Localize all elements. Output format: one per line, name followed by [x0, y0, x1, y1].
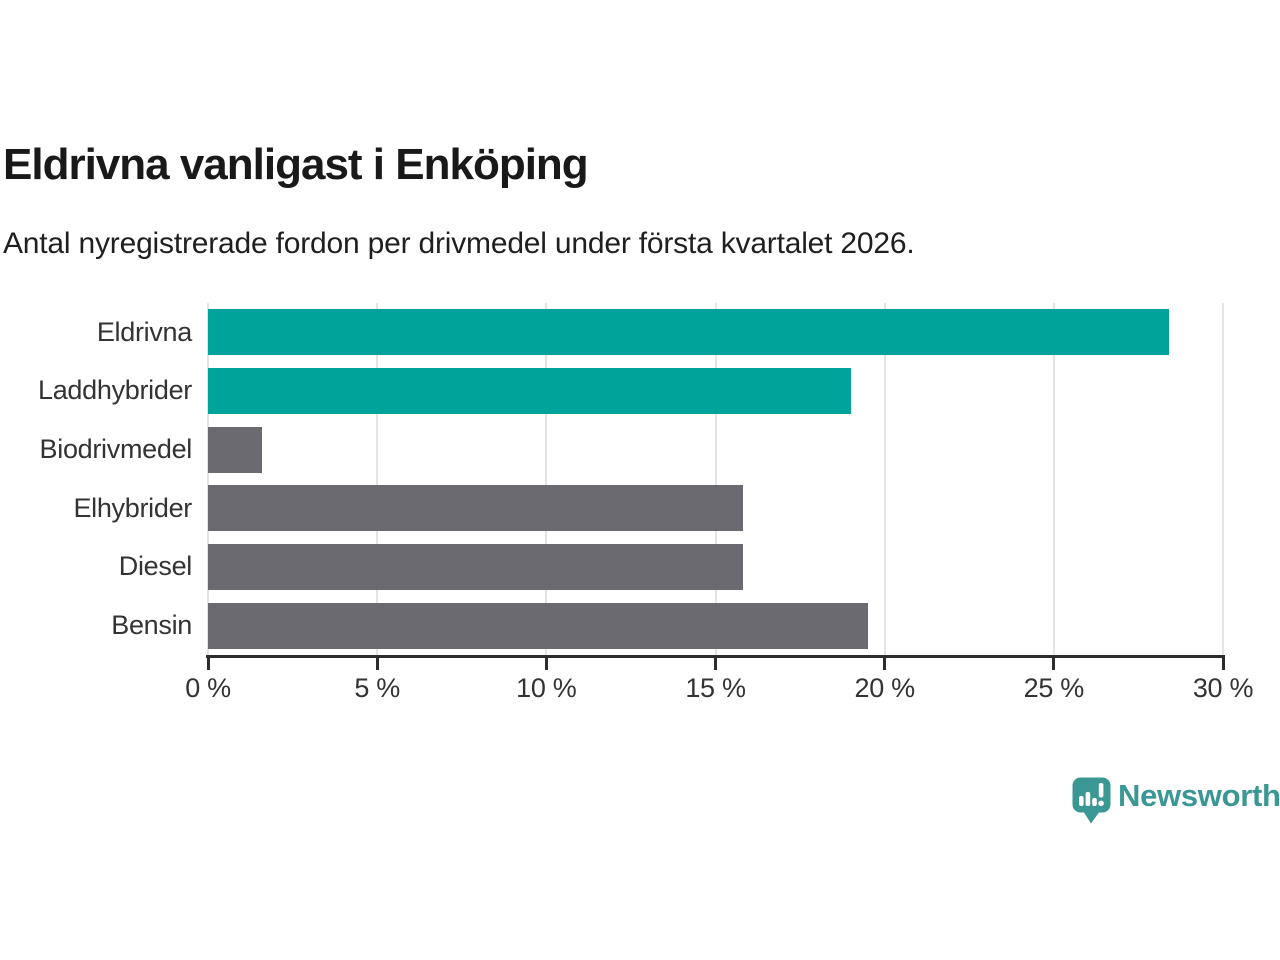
gridline — [714, 303, 717, 655]
bar-bensin — [208, 602, 868, 649]
category-label-diesel: Diesel — [118, 551, 193, 582]
axis-tick — [883, 655, 887, 670]
newsworthy-logo: Newsworthy — [1072, 776, 1280, 826]
bar-biodrivmedel — [208, 426, 263, 473]
newsworthy-speech-bubble-bar-chart-icon — [1072, 777, 1111, 824]
gridline — [545, 303, 548, 655]
category-label-bensin: Bensin — [111, 610, 192, 641]
category-label-eldrivna: Eldrivna — [96, 316, 192, 347]
brand-wordmark: Newsworthy — [1118, 778, 1280, 813]
bar-elhybrider — [208, 485, 743, 532]
axis-tick — [1221, 655, 1225, 670]
axis-tick — [206, 655, 210, 670]
category-label-biodrivmedel: Biodrivmedel — [39, 434, 193, 465]
axis-tick-label: 5 % — [354, 673, 400, 703]
chart-title: Eldrivna vanligast i Enköping — [3, 140, 589, 189]
axis-tick — [714, 655, 717, 670]
gridline — [207, 303, 209, 655]
bar-chart: Eldrivna Laddhybrider Biodrivmedel Elhybrid… — [0, 303, 1280, 723]
axis-tick-label: 20 % — [854, 673, 915, 703]
gridline — [376, 303, 379, 655]
bar-eldrivna — [208, 309, 1169, 356]
axis-tick-label: 15 % — [685, 673, 746, 703]
axis-tick-label: 0 % — [185, 673, 231, 703]
gridline — [1222, 303, 1224, 655]
bar-laddhybrider — [208, 368, 851, 414]
gridline — [883, 303, 886, 655]
axis-tick-label: 25 % — [1023, 673, 1085, 703]
category-label-laddhybrider: Laddhybrider — [37, 375, 192, 406]
bar-diesel — [208, 544, 743, 590]
chart-subtitle: Antal nyregistrerade fordon per drivmede… — [3, 227, 915, 260]
axis-tick — [375, 655, 379, 670]
axis-tick — [544, 655, 548, 670]
axis-tick — [1052, 655, 1056, 670]
category-label-elhybrider: Elhybrider — [73, 492, 192, 523]
gridline — [1052, 303, 1055, 655]
axis-tick-label: 10 % — [516, 673, 577, 703]
axis-tick-label: 30 % — [1192, 673, 1254, 703]
